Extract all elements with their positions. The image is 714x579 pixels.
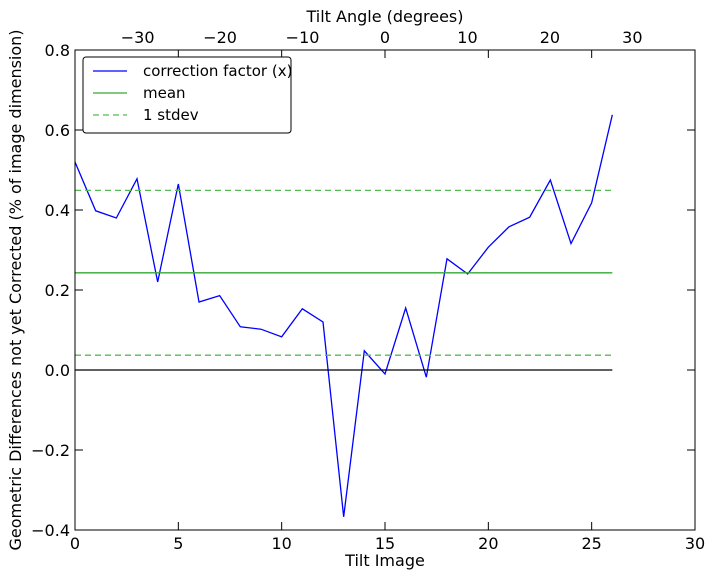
correction-factor-x-line [74, 114, 613, 517]
y-tick-label: 0.4 [45, 201, 70, 220]
y-tick-label: −0.4 [31, 521, 70, 540]
top-tick-label: −10 [286, 28, 320, 47]
y-tick-label: 0.2 [45, 281, 70, 300]
top-axis-label: Tilt Angle (degrees) [305, 7, 463, 26]
plot-lines [74, 114, 613, 517]
legend-label: 1 stdev [143, 106, 199, 124]
legend-box [82, 56, 292, 134]
x-axis-label: Tilt Image [344, 551, 425, 570]
ticks: 0 5 10 15 20 25 30 −0.4 −0.2 0.0 0.2 0.4 0.6 0.8 −30 −2… [31, 28, 705, 553]
x-tick-label: 25 [581, 534, 601, 553]
top-tick-label: 30 [622, 28, 642, 47]
top-tick-label: −20 [203, 28, 237, 47]
y-tick-label: −0.2 [31, 441, 70, 460]
top-tick-label: 10 [457, 28, 477, 47]
y-axis-label: Geometric Differences not yet Corrected … [6, 29, 25, 550]
x-tick-label: 10 [271, 534, 291, 553]
x-tick-label: 30 [685, 534, 705, 553]
legend: correction factor (x) mean 1 stdev [82, 56, 292, 134]
y-tick-label: 0.0 [45, 361, 70, 380]
legend-label: correction factor (x) [143, 62, 292, 80]
x-tick-label: 5 [173, 534, 183, 553]
top-tick-label: −30 [121, 28, 155, 47]
x-tick-label: 15 [375, 534, 395, 553]
x-tick-label: 0 [70, 534, 80, 553]
y-tick-label: 0.6 [45, 121, 70, 140]
top-tick-label: 0 [380, 28, 390, 47]
x-tick-label: 20 [478, 534, 498, 553]
y-tick-label: 0.8 [45, 41, 70, 60]
top-tick-label: 20 [540, 28, 560, 47]
legend-label: mean [143, 84, 186, 102]
